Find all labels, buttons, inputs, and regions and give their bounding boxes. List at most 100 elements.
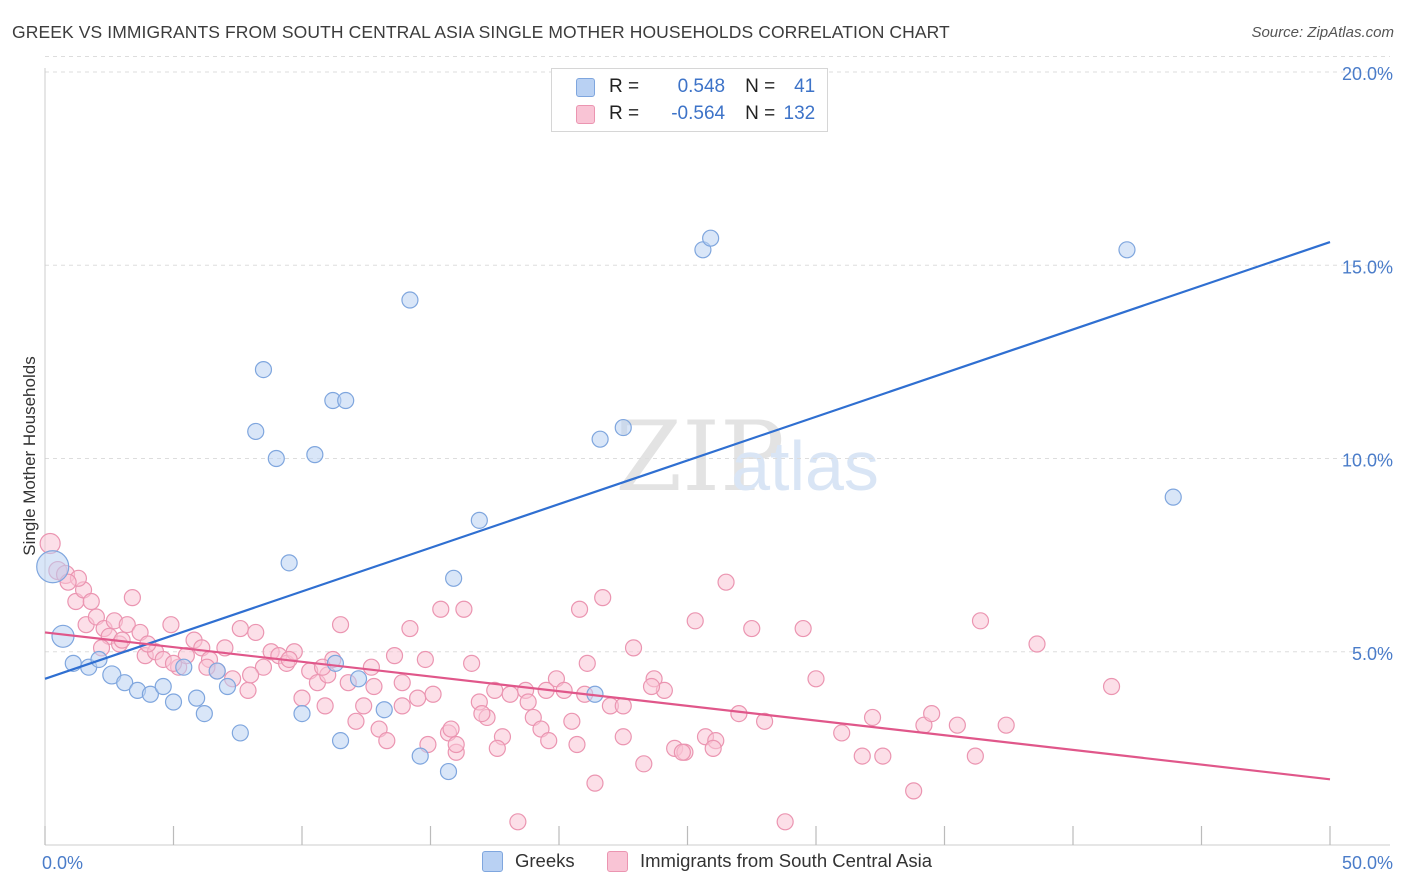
greeks-point [267, 449, 285, 468]
legend-n-value: 41 [794, 76, 816, 97]
greeks-point [1164, 488, 1182, 506]
immigrants-point [393, 674, 411, 692]
greeks-point [293, 704, 311, 723]
immigrants-point [409, 689, 427, 707]
greeks-point [326, 654, 345, 672]
greeks-point [188, 689, 206, 707]
immigrants-point [594, 589, 612, 607]
immigrants-point [355, 697, 373, 715]
immigrants-point [442, 720, 460, 738]
immigrants-point [874, 747, 892, 765]
greeks-point [141, 685, 159, 703]
immigrants-point [794, 619, 812, 638]
immigrants-point [378, 732, 396, 750]
immigrants-point [393, 697, 411, 715]
immigrants-point [540, 732, 558, 750]
greeks-point [349, 670, 368, 688]
greeks-point [411, 747, 429, 765]
immigrants-point [563, 712, 581, 730]
immigrants-point [905, 782, 923, 800]
immigrants-point [673, 743, 691, 761]
greeks-point [154, 677, 172, 696]
immigrants-point [853, 747, 871, 765]
series-legend: Greeks Immigrants from South Central Asi… [0, 850, 1406, 878]
greeks-trend-line [44, 241, 1331, 680]
immigrants-point [586, 774, 604, 792]
immigrants-point [501, 685, 519, 703]
legend-row-greeks: R = 0.548 N = 41 [576, 74, 815, 100]
legend-label-immigrants: Immigrants from South Central Asia [640, 850, 932, 871]
immigrants-point [455, 600, 473, 618]
legend-n-label: N = [745, 103, 776, 124]
legend-swatch-blue [576, 77, 595, 97]
immigrants-point [776, 813, 794, 831]
immigrants-point [254, 658, 273, 676]
immigrants-point [568, 735, 586, 754]
immigrants-point [624, 639, 643, 657]
greeks-point [1118, 241, 1136, 259]
immigrants-point [686, 612, 704, 630]
immigrants-point [578, 654, 596, 672]
immigrants-point [743, 619, 761, 638]
immigrants-point [473, 704, 491, 723]
immigrants-point [807, 670, 825, 688]
greeks-point [331, 732, 350, 750]
legend-r-value: -0.564 [671, 103, 726, 124]
greeks-point [591, 430, 609, 448]
immigrants-point [509, 813, 527, 831]
immigrants-point [614, 728, 632, 746]
legend-r-value: 0.548 [677, 76, 726, 97]
immigrants-point [1102, 677, 1121, 696]
greeks-point [280, 554, 298, 572]
stats-legend: R = 0.548 N = 41 R = -0.564 N = 132 [551, 68, 828, 132]
legend-r-label: R = [609, 76, 640, 97]
immigrants-point [118, 616, 136, 634]
immigrants-point [365, 677, 383, 696]
immigrants-point [231, 619, 249, 638]
greeks-point [164, 693, 183, 711]
greeks-point [445, 569, 463, 587]
immigrants-point [123, 589, 141, 607]
legend-n-label: N = [745, 76, 776, 97]
legend-item-greeks: Greeks [482, 850, 575, 872]
immigrants-point [424, 685, 442, 703]
greeks-point [254, 361, 273, 379]
immigrants-point [162, 616, 180, 634]
immigrants-point [635, 755, 653, 773]
greeks-point [218, 677, 237, 696]
immigrants-point [717, 573, 735, 591]
greeks-point [702, 229, 720, 247]
greeks-point [375, 701, 393, 719]
y-tick-label: 5.0% [1352, 644, 1393, 664]
legend-swatch-pink [576, 104, 595, 124]
greeks-point [208, 662, 226, 680]
legend-r-label: R = [609, 103, 640, 124]
immigrants-trend-line [44, 631, 1331, 781]
immigrants-point [966, 747, 984, 765]
x-tick-label: 0.0% [42, 853, 83, 873]
greeks-point [247, 422, 265, 441]
greeks-point [36, 550, 70, 584]
immigrants-point [432, 600, 450, 618]
y-tick-label: 20.0% [1342, 64, 1393, 84]
chart-title: GREEK VS IMMIGRANTS FROM SOUTH CENTRAL A… [12, 22, 950, 42]
legend-swatch-immigrants [607, 850, 628, 872]
immigrants-point [242, 666, 260, 684]
immigrants-point [730, 704, 748, 723]
immigrants-point [247, 623, 265, 642]
x-tick-label: 50.0% [1342, 853, 1393, 873]
greeks-point [614, 418, 632, 437]
y-tick-label: 15.0% [1342, 257, 1393, 277]
legend-label-greeks: Greeks [515, 850, 575, 871]
immigrants-point [463, 654, 481, 672]
immigrants-point [519, 693, 537, 711]
legend-item-immigrants: Immigrants from South Central Asia [607, 850, 932, 872]
immigrants-point [642, 677, 661, 696]
immigrants-point [948, 716, 966, 734]
watermark-atlas: atlas [731, 427, 879, 505]
legend-swatch-greeks [482, 850, 503, 872]
greeks-point [470, 511, 488, 529]
greeks-point [175, 658, 193, 676]
immigrants-point [997, 716, 1015, 734]
